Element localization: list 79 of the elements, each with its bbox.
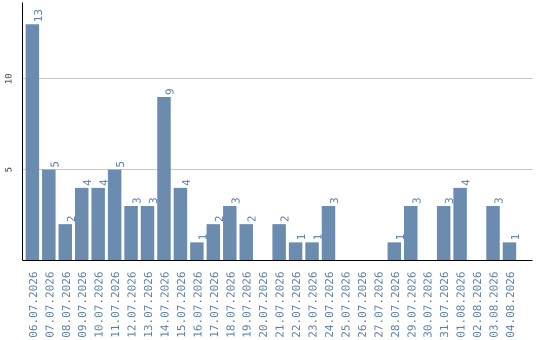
- bar: [502, 242, 516, 260]
- x-tick-label: 06.07.2026: [26, 271, 40, 338]
- x-tick-label: 04.08.2026: [504, 271, 517, 338]
- data-label: 3: [229, 197, 242, 204]
- bar: [124, 206, 138, 260]
- data-label: 1: [196, 234, 210, 240]
- bar: [42, 170, 56, 260]
- bar: [74, 188, 88, 260]
- x-tick-label: 11.07.2026: [109, 271, 122, 338]
- bar: [190, 242, 204, 260]
- data-label: 3: [443, 197, 456, 204]
- data-label: 4: [98, 178, 111, 186]
- x-tick-label: 15.07.2026: [174, 271, 188, 338]
- x-tick-label: 25.07.2026: [339, 271, 352, 338]
- x-tick-label: 13.07.2026: [142, 271, 156, 338]
- data-label: 5: [48, 161, 62, 168]
- data-label: 2: [278, 216, 292, 222]
- bar: [486, 206, 500, 260]
- bar: [288, 242, 302, 260]
- data-label: 3: [492, 197, 506, 204]
- x-tick-label: 23.07.2026: [306, 271, 320, 338]
- x-tick-label: 09.07.2026: [76, 271, 90, 338]
- x-tick-label: 28.07.2026: [388, 271, 402, 338]
- bar: [388, 242, 402, 260]
- data-label: 4: [180, 178, 193, 186]
- x-tick-label: 22.07.2026: [290, 271, 304, 338]
- x-tick-label: 30.07.2026: [422, 271, 435, 338]
- x-tick-label: 24.07.2026: [323, 271, 336, 338]
- x-tick-label: 29.07.2026: [405, 271, 418, 338]
- data-label: 9: [163, 88, 176, 95]
- data-label: 2: [64, 216, 78, 222]
- bar: [239, 224, 253, 260]
- data-label: 1: [295, 234, 308, 240]
- bar: [58, 224, 72, 260]
- data-label: 3: [410, 197, 424, 204]
- x-tick-label: 17.07.2026: [208, 271, 221, 338]
- x-tick-label: 31.07.2026: [438, 271, 452, 338]
- data-label: 1: [312, 234, 325, 240]
- x-tick-label: 07.07.2026: [43, 271, 56, 338]
- bar: [404, 206, 418, 260]
- x-tick-label: 03.08.2026: [488, 271, 501, 338]
- data-label: 4: [81, 178, 94, 186]
- bar: [436, 206, 450, 260]
- data-label: 1: [394, 234, 407, 240]
- data-label: 1: [508, 234, 522, 240]
- x-tick-label: 21.07.2026: [274, 271, 287, 338]
- x-tick-label: 20.07.2026: [257, 271, 270, 338]
- x-tick-label: 19.07.2026: [240, 271, 254, 338]
- x-tick-label: 27.07.2026: [372, 271, 386, 338]
- x-tick-label: 16.07.2026: [191, 271, 204, 338]
- y-tick-label: 10: [4, 73, 14, 84]
- bar: [157, 96, 171, 260]
- bar: [26, 24, 40, 260]
- bar: [108, 170, 122, 260]
- bar: [140, 206, 154, 260]
- bar: [91, 188, 105, 260]
- bar: [223, 206, 237, 260]
- data-label: 3: [147, 197, 160, 204]
- bar: [272, 224, 286, 260]
- data-label: 3: [328, 197, 341, 204]
- x-tick-label: 01.08.2026: [454, 271, 468, 338]
- x-tick-label: 14.07.2026: [158, 271, 172, 338]
- bar: [322, 206, 336, 260]
- bar: [305, 242, 319, 260]
- data-label: 2: [212, 216, 226, 222]
- x-tick-label: 02.08.2026: [471, 271, 484, 338]
- x-tick-label: 18.07.2026: [224, 271, 238, 338]
- x-tick-label: 12.07.2026: [126, 271, 139, 338]
- bar: [453, 188, 467, 260]
- data-label: 13: [32, 9, 45, 22]
- x-tick-label: 10.07.2026: [92, 271, 106, 338]
- x-tick-label: 08.07.2026: [60, 271, 73, 338]
- data-label: 2: [246, 216, 259, 222]
- data-label: 4: [460, 178, 473, 186]
- x-tick-label: 26.07.2026: [356, 271, 369, 338]
- data-label: 3: [130, 197, 144, 204]
- data-label: 5: [114, 161, 128, 168]
- bar: [206, 224, 220, 260]
- bar: [174, 188, 188, 260]
